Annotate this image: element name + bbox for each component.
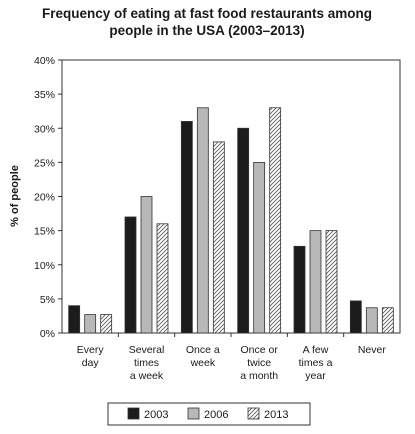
bar-2006-5 <box>365 307 378 334</box>
y-tick-label: 10% <box>34 260 55 272</box>
legend: 2003 2006 2013 <box>107 402 311 426</box>
bar-2003-2 <box>180 121 193 334</box>
x-tick-label: twice <box>247 357 271 369</box>
x-tick-label: A few <box>303 344 329 356</box>
x-tick-label: week <box>190 357 216 369</box>
y-tick-label: 35% <box>34 89 55 101</box>
x-tick-label: times <box>134 357 159 369</box>
bar-2006-4 <box>309 230 322 334</box>
bar-2006-0 <box>84 314 97 334</box>
x-tick-label: Once or <box>240 344 278 356</box>
y-tick-label: 40% <box>34 55 55 67</box>
x-tick-label: a week <box>130 370 164 382</box>
bar-2003-3 <box>237 127 250 334</box>
x-tick-label: Never <box>358 344 387 356</box>
bar-2006-2 <box>196 107 209 334</box>
bar-2003-1 <box>124 216 137 334</box>
bar-2013-3 <box>269 107 282 334</box>
chart-title-line-2: people in the USA (2003–2013) <box>109 23 304 38</box>
y-tick-label: 30% <box>34 123 55 135</box>
bar-2013-4 <box>325 230 338 334</box>
x-tick-label: year <box>305 370 326 382</box>
x-tick-label: a month <box>240 370 278 382</box>
y-axis-label: % of people <box>9 165 21 227</box>
x-tick-label: day <box>82 357 100 369</box>
bar-2013-0 <box>100 314 113 334</box>
y-tick-label: 15% <box>34 226 55 238</box>
bar-2006-1 <box>140 196 153 334</box>
y-tick-label: 25% <box>34 157 55 169</box>
bar-2006-3 <box>253 161 266 334</box>
x-tick-label: Once a <box>186 344 220 356</box>
x-tick-label: Every <box>77 344 105 356</box>
y-tick-label: 5% <box>40 294 55 306</box>
legend-swatch-2013 <box>247 407 260 420</box>
bar-2003-5 <box>349 300 362 334</box>
legend-box <box>107 402 311 426</box>
y-tick-label: 20% <box>34 192 55 204</box>
legend-swatch-2003 <box>127 407 140 420</box>
legend-swatch-2006 <box>187 407 200 420</box>
bar-2013-5 <box>381 307 394 334</box>
legend-label-2013: 2013 <box>264 409 288 421</box>
y-tick-label: 0% <box>40 328 55 340</box>
bar-2013-1 <box>156 223 169 334</box>
chart-title-line-1: Frequency of eating at fast food restaur… <box>42 6 372 21</box>
bar-2003-0 <box>68 305 81 334</box>
x-tick-label: Several <box>129 344 165 356</box>
legend-label-2006: 2006 <box>204 409 228 421</box>
x-tick-label: times a <box>299 357 333 369</box>
legend-label-2003: 2003 <box>144 409 168 421</box>
bar-2013-2 <box>212 141 225 334</box>
bar-2003-4 <box>293 245 306 334</box>
plot-frame <box>61 59 401 334</box>
